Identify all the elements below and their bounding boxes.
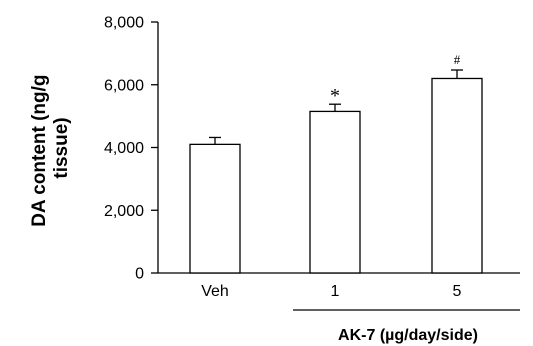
y-axis-title-line-1: DA content (ng/g [29,74,50,226]
x-tick-label: Veh [201,283,229,300]
y-ticks: 0 2,000 4,000 6,000 8,000 [104,15,158,283]
group-label: AK-7 (µg/day/side) [338,327,478,344]
significance-marker: # [454,52,461,67]
y-tick-label: 0 [135,266,144,283]
y-axis-title: DA content (ng/g tissue) [29,69,72,227]
x-tick-label: 1 [331,283,340,300]
bar [431,77,483,274]
y-tick-label: 6,000 [104,77,144,94]
bar [309,110,361,274]
y-tick-label: 4,000 [104,140,144,157]
x-tick-label: 5 [453,283,462,300]
x-tick-labels: Veh 1 5 [201,283,461,300]
bar [189,143,241,274]
bars: *# [189,52,483,274]
y-tick-label: 2,000 [104,203,144,220]
y-tick-label: 8,000 [104,15,144,32]
y-axis-title-line-2: tissue) [51,117,72,178]
significance-marker: * [330,85,340,107]
